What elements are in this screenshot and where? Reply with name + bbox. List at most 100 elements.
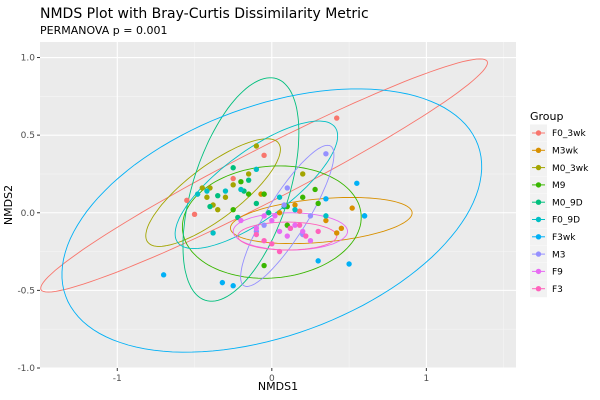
point-F0_9D xyxy=(238,186,244,193)
ellipse-M0_3wk xyxy=(145,138,281,247)
legend-label-M0_9D: M0_9D xyxy=(552,198,583,208)
x-tick-label: 0 xyxy=(269,374,275,384)
legend-label-F3: F3 xyxy=(552,285,563,295)
point-F0_3wk xyxy=(261,152,267,159)
point-F0_9D xyxy=(194,191,201,197)
legend-label-F3wk: F3wk xyxy=(552,233,576,243)
point-F9 xyxy=(284,233,290,239)
legend-key-point xyxy=(535,164,542,171)
ellipse-F3wk xyxy=(61,88,483,353)
ellipse-F9 xyxy=(232,212,348,251)
point-M0_3wk xyxy=(253,143,260,149)
point-M0_3wk xyxy=(230,182,236,188)
legend-key-point xyxy=(535,268,542,275)
x-axis-title: NMDS1 xyxy=(258,380,298,393)
point-F0_9D xyxy=(292,206,298,213)
point-F0_9D xyxy=(222,188,229,194)
point-F0_9D xyxy=(323,213,329,219)
point-M0_9D xyxy=(230,165,236,171)
legend-key-point xyxy=(535,130,542,136)
point-layer xyxy=(160,115,368,289)
point-M9 xyxy=(261,262,267,269)
point-F0_9D xyxy=(210,230,216,236)
point-M0_9D xyxy=(245,177,252,183)
x-tick-label: 1 xyxy=(423,374,429,384)
point-M0_3wk xyxy=(204,194,210,200)
point-M3wk xyxy=(334,230,340,236)
point-F9 xyxy=(261,213,267,219)
point-M0_9D xyxy=(215,192,221,199)
point-F3wk xyxy=(315,258,321,264)
point-M3 xyxy=(323,151,329,157)
legend-key-point xyxy=(535,216,542,223)
ellipse-layer xyxy=(40,58,488,353)
x-tick-label: -1 xyxy=(113,374,122,384)
legend-label-F0_3wk: F0_3wk xyxy=(552,129,586,139)
point-F3 xyxy=(269,241,275,247)
point-F3 xyxy=(287,225,294,231)
point-F3wk xyxy=(160,272,167,278)
ellipse-M3wk xyxy=(229,197,413,245)
legend-label-M3: M3 xyxy=(552,250,566,260)
point-M9 xyxy=(312,186,318,193)
point-M9 xyxy=(315,200,321,207)
legend-label-M3wk: M3wk xyxy=(552,147,579,157)
point-F9 xyxy=(307,238,314,244)
point-F0_3wk xyxy=(184,197,190,204)
x-axis-ticks: -1 0 1 xyxy=(113,368,429,384)
ellipse-M3 xyxy=(240,144,335,287)
point-M0_9D xyxy=(207,203,213,210)
point-M9 xyxy=(245,191,252,197)
point-M3 xyxy=(307,213,314,219)
point-F3wk xyxy=(354,180,360,186)
point-F0_9D xyxy=(204,188,210,194)
point-M9 xyxy=(230,206,236,213)
point-M0_3wk xyxy=(215,206,221,213)
point-F9 xyxy=(292,222,298,228)
point-F9 xyxy=(276,228,283,235)
legend-label-M0_3wk: M0_3wk xyxy=(552,164,589,174)
point-M3 xyxy=(281,202,287,208)
point-M0_3wk xyxy=(245,171,252,177)
point-F3wk xyxy=(230,283,236,289)
y-tick-label: -0.5 xyxy=(17,286,35,296)
point-F3 xyxy=(276,248,283,255)
legend-key-point xyxy=(535,286,542,292)
legend-key-point xyxy=(535,251,542,257)
point-F3wk xyxy=(361,213,368,219)
point-F9 xyxy=(238,217,244,224)
point-M3wk xyxy=(349,205,355,211)
y-tick-label: -1.0 xyxy=(17,364,35,374)
legend-key-point xyxy=(535,182,542,188)
legend: Group F0_3wk M3wk M0_3wk M9 M0_9D F0_9D F3wk M3… xyxy=(530,110,589,298)
point-F0_3wk xyxy=(230,175,236,182)
legend-key-point xyxy=(535,234,542,240)
point-F9 xyxy=(272,213,278,219)
point-F9 xyxy=(269,217,275,224)
ellipse-M9 xyxy=(181,165,362,279)
ellipse-F0_3wk xyxy=(40,58,488,293)
point-F3wk xyxy=(323,196,329,202)
point-F3wk xyxy=(346,261,352,267)
point-M3wk xyxy=(323,217,329,224)
legend-label-M9: M9 xyxy=(552,181,566,191)
ellipse-M0_9D xyxy=(182,77,300,302)
point-F3 xyxy=(315,228,321,235)
y-tick-label: 0.0 xyxy=(21,209,36,219)
point-F9 xyxy=(300,228,306,235)
point-F0_3wk xyxy=(191,211,198,218)
point-F0_3wk xyxy=(296,208,303,214)
y-tick-label: 0.5 xyxy=(21,131,35,141)
y-axis-ticks: -1.0 -0.5 0.0 0.5 1.0 xyxy=(17,54,40,374)
ellipse-F0_9D xyxy=(174,120,339,250)
point-F3wk xyxy=(219,279,226,286)
point-M3wk xyxy=(338,225,345,231)
point-F3 xyxy=(296,222,303,228)
grid-lines xyxy=(40,42,516,369)
point-M0_3wk xyxy=(199,185,205,191)
legend-key-point xyxy=(535,199,542,205)
point-F0_9D xyxy=(253,166,260,172)
point-M3 xyxy=(261,222,267,228)
chart-title: NMDS Plot with Bray-Curtis Dissimilarity… xyxy=(40,6,369,22)
y-axis-title: NMDS2 xyxy=(2,185,15,225)
